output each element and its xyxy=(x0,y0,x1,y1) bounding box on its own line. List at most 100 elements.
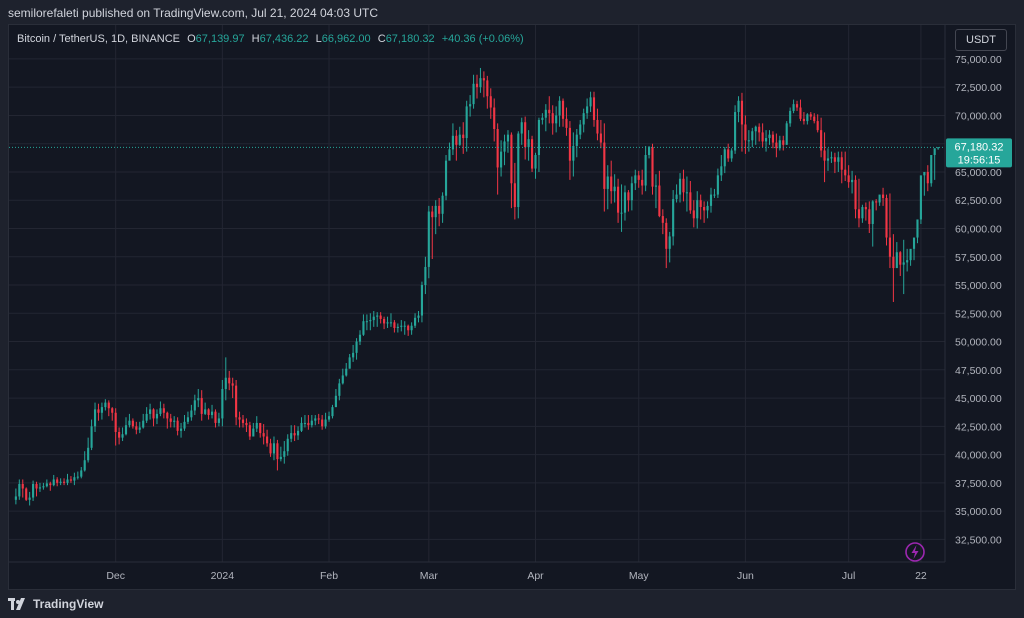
candle-body xyxy=(916,219,919,238)
candle-body xyxy=(809,114,812,117)
lightning-icon[interactable] xyxy=(905,542,925,562)
candle-body xyxy=(823,150,826,161)
candle-body xyxy=(83,460,86,471)
candle-body xyxy=(28,497,31,500)
price-tick-label: 32,500.00 xyxy=(955,534,1002,546)
price-tick-label: 75,000.00 xyxy=(955,54,1002,66)
candlestick-chart[interactable]: 75,000.0072,500.0070,000.0067,500.0065,0… xyxy=(9,25,1015,589)
time-tick-label: May xyxy=(629,570,650,582)
candle-body xyxy=(317,418,320,420)
candle-body xyxy=(231,383,234,386)
candle-body xyxy=(155,413,159,419)
candle-body xyxy=(18,483,21,497)
candle-body xyxy=(248,425,251,437)
candle-body xyxy=(644,155,647,186)
price-tick-label: 35,000.00 xyxy=(955,506,1002,518)
candle-body xyxy=(778,140,781,149)
candle-body xyxy=(283,451,286,457)
chart-panel[interactable]: 75,000.0072,500.0070,000.0067,500.0065,0… xyxy=(8,24,1016,590)
candle-body xyxy=(678,178,682,195)
candle-body xyxy=(124,425,128,435)
candle-body xyxy=(97,409,100,413)
candle-body xyxy=(816,121,819,131)
candle-body xyxy=(104,402,107,408)
candle-body xyxy=(455,135,458,145)
candle-body xyxy=(25,488,28,500)
candle-body xyxy=(709,194,713,206)
candle-body xyxy=(152,409,155,419)
candle-body xyxy=(820,130,823,151)
candle-body xyxy=(214,411,217,423)
candle-body xyxy=(438,205,441,214)
candle-body xyxy=(864,207,867,210)
candle-body xyxy=(441,195,444,214)
candle-body xyxy=(558,100,561,116)
candle-body xyxy=(606,176,609,189)
candle-body xyxy=(228,377,231,384)
candle-body xyxy=(369,320,372,322)
candle-body xyxy=(451,135,454,150)
candle-body xyxy=(207,409,210,416)
candle-body xyxy=(448,149,451,161)
candle-body xyxy=(179,428,183,431)
candle-body xyxy=(906,260,909,263)
candle-body xyxy=(847,175,850,183)
candle-body xyxy=(620,212,623,214)
candle-body xyxy=(520,122,523,134)
price-tick-label: 52,500.00 xyxy=(955,308,1002,320)
candle-body xyxy=(727,149,730,159)
price-axis[interactable]: 75,000.0072,500.0070,000.0067,500.0065,0… xyxy=(944,25,1012,562)
candle-body xyxy=(121,434,124,438)
grid-lines xyxy=(9,25,945,562)
candle-body xyxy=(252,428,255,437)
candle-body xyxy=(813,116,816,122)
candle-body xyxy=(221,389,224,419)
candle-body xyxy=(345,368,348,376)
candle-body xyxy=(87,447,90,461)
footer-brand[interactable]: TradingView xyxy=(8,596,103,612)
close-label: C xyxy=(377,33,386,45)
candle-body xyxy=(100,407,103,413)
candle-body xyxy=(785,123,788,145)
candle-body xyxy=(45,483,48,487)
time-axis[interactable]: Dec 2024 Feb Mar Apr May Jun Jul 22 xyxy=(9,561,945,582)
candle-body xyxy=(76,476,79,478)
candle-body xyxy=(668,236,671,249)
candle-body xyxy=(410,325,413,331)
candle-body xyxy=(641,179,644,186)
candle-body xyxy=(472,83,475,105)
tradingview-logo-icon xyxy=(8,598,25,610)
candle-body xyxy=(513,183,516,208)
candle-body xyxy=(169,418,172,422)
candle-body xyxy=(482,78,485,81)
candle-body xyxy=(792,104,795,111)
event-marker[interactable] xyxy=(905,542,925,562)
candle-body xyxy=(806,114,809,122)
candle-body xyxy=(90,426,93,448)
candle-body xyxy=(592,97,596,120)
candle-body xyxy=(734,112,737,151)
candle-body xyxy=(661,216,664,223)
candle-body xyxy=(926,171,929,184)
candle-body xyxy=(300,422,303,431)
currency-button[interactable]: USDT xyxy=(955,29,1007,51)
candle-body xyxy=(210,411,214,416)
candle-body xyxy=(517,133,520,208)
change-value: +40.36 (+0.06%) xyxy=(441,33,524,45)
candle-body xyxy=(420,285,424,316)
candle-body xyxy=(892,256,895,269)
candle-body xyxy=(665,222,668,249)
candle-body xyxy=(771,134,775,143)
candle-body xyxy=(59,481,62,483)
price-tick-label: 37,500.00 xyxy=(955,478,1002,490)
candle-body xyxy=(713,194,716,196)
candle-body xyxy=(376,315,379,317)
candle-body xyxy=(930,155,933,184)
candle-body xyxy=(496,129,499,168)
candle-body xyxy=(899,252,902,265)
price-tick-label: 50,000.00 xyxy=(955,337,1002,349)
symbol-legend: Bitcoin / TetherUS, 1D, BINANCE O67,139.… xyxy=(17,33,524,45)
candle-body xyxy=(610,176,613,192)
candle-body xyxy=(537,119,541,156)
